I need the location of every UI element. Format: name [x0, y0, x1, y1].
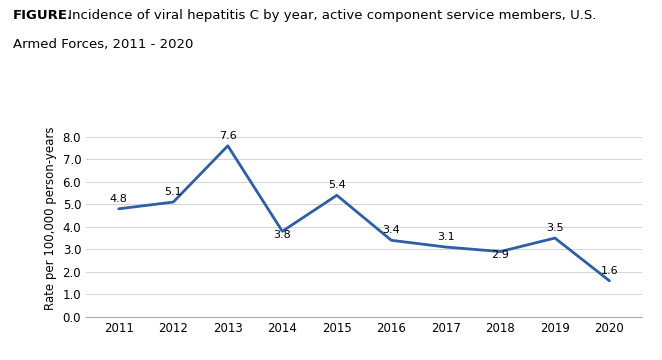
Text: 1.6: 1.6 [600, 266, 618, 276]
Text: 5.4: 5.4 [328, 180, 346, 190]
Text: Incidence of viral hepatitis C by year, active component service members, U.S.: Incidence of viral hepatitis C by year, … [64, 9, 596, 22]
Text: Armed Forces, 2011 - 2020: Armed Forces, 2011 - 2020 [13, 38, 193, 51]
Text: 5.1: 5.1 [164, 187, 182, 197]
Text: 7.6: 7.6 [219, 131, 237, 141]
Text: 2.9: 2.9 [491, 250, 509, 260]
Text: 3.1: 3.1 [437, 232, 455, 242]
Text: 4.8: 4.8 [110, 194, 128, 204]
Text: 3.8: 3.8 [273, 230, 291, 240]
Text: FIGURE.: FIGURE. [13, 9, 73, 22]
Y-axis label: Rate per 100,000 person-years: Rate per 100,000 person-years [44, 126, 57, 310]
Text: 3.4: 3.4 [383, 225, 401, 235]
Text: 3.5: 3.5 [546, 223, 564, 233]
